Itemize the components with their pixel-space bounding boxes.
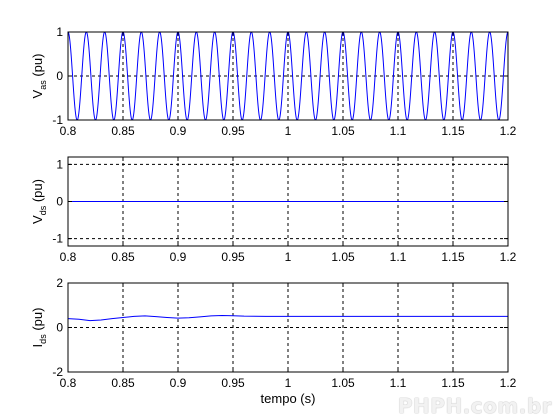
x-tick-label: 1.1 (390, 250, 407, 264)
x-tick-label: 0.85 (111, 124, 135, 138)
x-tick-label: 1.2 (500, 124, 517, 138)
x-tick-label: 1 (285, 124, 292, 138)
y-tick-label: -1 (52, 113, 63, 127)
y-tick-label: 2 (56, 276, 63, 290)
y-label-unit: (pu) (30, 179, 45, 206)
y-axis-label: Vds (pu) (30, 179, 48, 224)
x-tick-label: 1.1 (390, 124, 407, 138)
x-tick-label: 0.85 (111, 376, 135, 390)
x-tick-label: 1 (285, 376, 292, 390)
x-tick-label: 1 (285, 250, 292, 264)
y-label-subscript: as (38, 80, 48, 90)
x-tick-label: 1.2 (500, 376, 517, 390)
y-label-main: V (30, 89, 45, 98)
y-label-main: I (30, 344, 45, 348)
y-tick-label: 1 (56, 157, 63, 171)
y-tick-label: 1 (56, 25, 63, 39)
x-tick-label: 1.05 (331, 124, 355, 138)
x-tick-label: 0.8 (60, 376, 77, 390)
x-tick-label: 0.95 (221, 376, 245, 390)
series-line-1 (68, 314, 508, 322)
y-label-subscript: ds (38, 205, 48, 215)
x-tick-label: 0.8 (60, 250, 77, 264)
series-group (68, 314, 508, 322)
y-tick-label: 0 (56, 321, 63, 335)
y-label-unit: (pu) (30, 308, 45, 335)
y-label-main: V (30, 215, 45, 224)
x-tick-label: 1.2 (500, 250, 517, 264)
x-tick-label: 1.15 (441, 250, 465, 264)
x-tick-label: 0.9 (170, 124, 187, 138)
x-axis-label: tempo (s) (261, 391, 316, 406)
y-axis-label: Vas (pu) (30, 54, 48, 99)
x-tick-label: 0.9 (170, 376, 187, 390)
x-tick-label: 0.9 (170, 250, 187, 264)
x-tick-label: 1.15 (441, 124, 465, 138)
y-label-subscript: ds (38, 334, 48, 344)
x-tick-label: 1.05 (331, 250, 355, 264)
x-tick-label: 1.15 (441, 376, 465, 390)
y-tick-label: 0 (56, 195, 63, 209)
y-tick-label: -2 (52, 365, 63, 379)
subplot-1: 0.8 0.85 0.9 0.95 1 1.05 1.1 1.15 1.2 -1 0 1 Vas (pu… (30, 25, 517, 138)
y-tick-label: -1 (52, 232, 63, 246)
subplot-3: 0.8 0.85 0.9 0.95 1 1.05 1.1 1.15 1.2 -2 0 2 Ids (pu… (30, 276, 517, 406)
x-tick-label: 0.95 (221, 124, 245, 138)
y-axis-label: Ids (pu) (30, 308, 48, 348)
x-tick-label: 0.8 (60, 124, 77, 138)
x-tick-label: 1.1 (390, 376, 407, 390)
x-tick-label: 0.85 (111, 250, 135, 264)
y-label-unit: (pu) (30, 54, 45, 81)
subplot-2: 0.8 0.85 0.9 0.95 1 1.05 1.1 1.15 1.2 -1 0 1 Vds (pu… (30, 156, 517, 264)
x-tick-label: 1.05 (331, 376, 355, 390)
x-tick-label: 0.95 (221, 250, 245, 264)
watermark: PHPH.com.br (397, 394, 552, 418)
y-tick-label: 0 (56, 69, 63, 83)
